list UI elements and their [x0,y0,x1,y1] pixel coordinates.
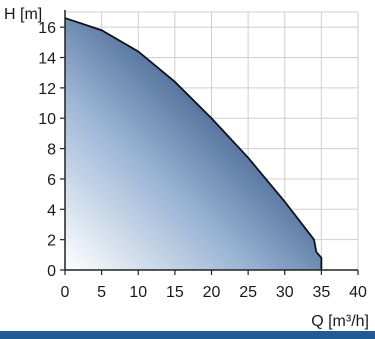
x-tick-label: 40 [349,284,367,301]
x-axis-title: Q [m³/h] [311,313,369,330]
x-tick-label: 15 [166,284,184,301]
y-tick-label: 4 [47,202,56,219]
y-tick-label: 6 [47,172,56,189]
curve-area [65,18,322,270]
y-tick-label: 14 [38,51,56,68]
y-tick-label: 2 [47,233,56,250]
y-tick-label: 10 [38,111,56,128]
x-tick-label: 30 [276,284,294,301]
tick-labels: 0 2 4 6 8 10 12 14 16 0 5 10 15 20 25 30 35 40 [38,20,367,301]
y-tick-label: 12 [38,81,56,98]
footer-bar [0,331,375,339]
y-axis-title: H [m] [4,6,42,23]
x-tick-label: 10 [129,284,147,301]
pump-curve-line [64,17,323,270]
y-tick-label: 8 [47,142,56,159]
y-tick-label: 16 [38,20,56,37]
x-tick-label: 20 [203,284,221,301]
y-tick-label: 0 [47,263,56,280]
x-tick-label: 5 [97,284,106,301]
x-tick-label: 25 [239,284,257,301]
x-tick-label: 0 [61,284,70,301]
x-tick-label: 35 [312,284,330,301]
